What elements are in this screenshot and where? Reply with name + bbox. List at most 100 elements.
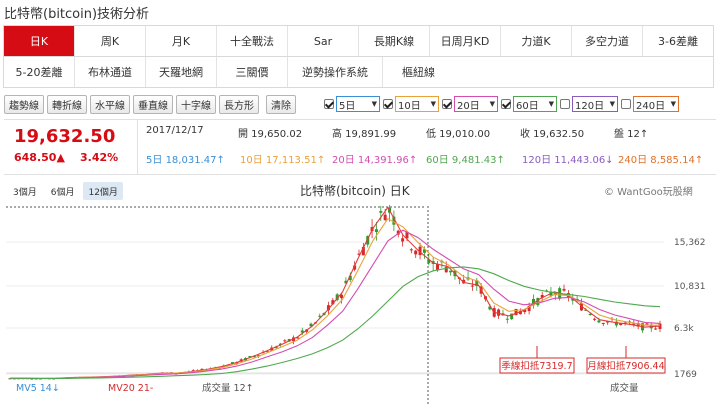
ma-120-checkbox[interactable] bbox=[560, 99, 570, 109]
ma-20-checkbox[interactable] bbox=[442, 99, 452, 109]
range-3-months[interactable]: 3個月 bbox=[13, 187, 37, 198]
ma-240-value: 240日 8,585.14↑ bbox=[618, 151, 703, 166]
ma-60-control: 60日 ▼ bbox=[501, 96, 557, 112]
y-axis: 15,362 10,831 6.3k 1769 bbox=[674, 238, 706, 380]
range-tabs: 3個月 6個月 12個月 bbox=[8, 182, 127, 200]
candle-body bbox=[523, 310, 527, 313]
candle-body bbox=[331, 300, 335, 305]
streak-count: 盤 12↑ bbox=[614, 129, 649, 140]
tab-5-20-diff[interactable]: 5-20差離 bbox=[4, 57, 75, 87]
tab-pivot[interactable]: 樞紐線 bbox=[402, 66, 435, 79]
open-price: 開 19,650.02 bbox=[238, 129, 303, 140]
volume-label: MV20 21- bbox=[108, 383, 153, 394]
candle-body bbox=[374, 229, 378, 233]
ma-5-select[interactable]: 5日 ▼ bbox=[336, 96, 380, 112]
rectangle-button[interactable]: 長方形 bbox=[219, 94, 259, 114]
indicator-tabs: 日K 周K 月K 十全戰法 Sar 長期K線 日周月KD 力道K 多空力道 3-… bbox=[3, 25, 714, 88]
tab-long-term-k[interactable]: 長期K線 bbox=[359, 26, 430, 56]
candle-body bbox=[654, 328, 658, 330]
candle-body bbox=[265, 351, 269, 353]
kline-chart[interactable]: 季線扣抵7319.7 月線扣抵7906.44 15,362 10,831 6.3k 17… bbox=[0, 198, 720, 405]
annotation-box bbox=[499, 357, 575, 374]
chart-grid bbox=[6, 206, 664, 405]
tab-daily-k[interactable]: 日K bbox=[4, 26, 75, 56]
y-tick-label: 15,362 bbox=[674, 238, 706, 248]
ma-20-select[interactable]: 20日 ▼ bbox=[454, 96, 498, 112]
ma-10-number: 17,113.51↑ bbox=[265, 155, 326, 166]
candle-body bbox=[200, 368, 204, 371]
candle-body bbox=[335, 294, 339, 301]
ma-10-label: 10日 bbox=[240, 155, 263, 166]
high-price: 高 19,891.99 bbox=[332, 129, 397, 140]
tab-ten-strategy[interactable]: 十全戰法 bbox=[217, 26, 288, 56]
ma-60-checkbox[interactable] bbox=[501, 99, 511, 109]
ma-line-60日 bbox=[10, 266, 661, 379]
candle-body bbox=[418, 246, 422, 256]
clear-button[interactable]: 清除 bbox=[266, 94, 296, 114]
candle-body bbox=[444, 267, 448, 273]
candle-body bbox=[645, 323, 649, 325]
candle-body bbox=[588, 314, 592, 316]
tab-3-6-diff[interactable]: 3-6差離 bbox=[658, 35, 698, 48]
ma-20-control: 20日 ▼ bbox=[442, 96, 498, 112]
turnline-button[interactable]: 轉折線 bbox=[47, 94, 87, 114]
ma-60-select[interactable]: 60日 ▼ bbox=[513, 96, 557, 112]
y-tick-label: 1769 bbox=[674, 370, 697, 380]
volume-label: 成交量 12↑ bbox=[202, 382, 254, 394]
candle-body bbox=[409, 249, 413, 251]
ma-20-number: 14,391.96↑ bbox=[357, 155, 418, 166]
candle-body bbox=[357, 253, 361, 255]
candle-body bbox=[488, 306, 492, 310]
tab-monthly-k[interactable]: 月K bbox=[146, 26, 217, 56]
crosshair-button[interactable]: 十字線 bbox=[176, 94, 216, 114]
ma-5-number: 18,031.47↑ bbox=[165, 155, 225, 166]
candle-body bbox=[497, 309, 501, 316]
candle-body bbox=[571, 297, 575, 301]
candle-body bbox=[436, 264, 440, 271]
candle-body bbox=[379, 210, 383, 213]
tab-contrarian[interactable]: 逆勢操作系統 bbox=[288, 57, 383, 87]
tab-sky-net[interactable]: 天羅地網 bbox=[146, 57, 217, 87]
tab-kd[interactable]: 日周月KD bbox=[430, 26, 501, 56]
candle-body bbox=[636, 323, 640, 327]
ma-240-select[interactable]: 240日 ▼ bbox=[633, 96, 679, 112]
ma-240-number: 8,585.14↑ bbox=[650, 155, 704, 166]
low-price: 低 19,010.00 bbox=[426, 129, 491, 140]
ma-5-label: 5日 bbox=[146, 155, 163, 166]
tab-sar[interactable]: Sar bbox=[288, 26, 359, 56]
ma-5-checkbox[interactable] bbox=[324, 99, 334, 109]
ma-10-checkbox[interactable] bbox=[383, 99, 393, 109]
horizontal-line-button[interactable]: 水平線 bbox=[90, 94, 130, 114]
range-12-months[interactable]: 12個月 bbox=[83, 182, 123, 200]
candle-body bbox=[248, 356, 252, 358]
range-6-months[interactable]: 6個月 bbox=[50, 187, 75, 198]
annotation-box bbox=[586, 357, 666, 374]
tab-force-k[interactable]: 力道K bbox=[501, 26, 572, 56]
tab-bull-bear[interactable]: 多空力道 bbox=[572, 26, 643, 56]
ma-120-select[interactable]: 120日 ▼ bbox=[572, 96, 618, 112]
candle-body bbox=[632, 323, 636, 325]
candle-body bbox=[470, 285, 474, 287]
candle-body bbox=[257, 354, 261, 357]
candle-body bbox=[505, 318, 509, 320]
ma-120-label: 120日 bbox=[522, 155, 552, 166]
ma-lines bbox=[10, 206, 661, 380]
candle-body bbox=[614, 321, 618, 326]
current-price: 19,632.50 bbox=[14, 126, 116, 147]
candles bbox=[8, 204, 662, 380]
vertical-line-button[interactable]: 垂直線 bbox=[133, 94, 173, 114]
trendline-button[interactable]: 趨勢線 bbox=[4, 94, 44, 114]
candle-body bbox=[593, 318, 597, 320]
tab-weekly-k[interactable]: 周K bbox=[75, 26, 146, 56]
candle-body bbox=[510, 313, 514, 320]
tab-three-price[interactable]: 三關價 bbox=[217, 57, 288, 87]
ma-240-checkbox[interactable] bbox=[621, 99, 631, 109]
tab-bollinger[interactable]: 布林通道 bbox=[75, 57, 146, 87]
ma-10-select[interactable]: 10日 ▼ bbox=[395, 96, 439, 112]
candle-body bbox=[414, 250, 418, 255]
candle-body bbox=[296, 337, 300, 339]
candle-body bbox=[287, 339, 291, 342]
candle-body bbox=[597, 320, 601, 323]
ma-line-20日 bbox=[10, 229, 661, 379]
ma-20-value: 20日 14,391.96↑ bbox=[332, 151, 417, 166]
